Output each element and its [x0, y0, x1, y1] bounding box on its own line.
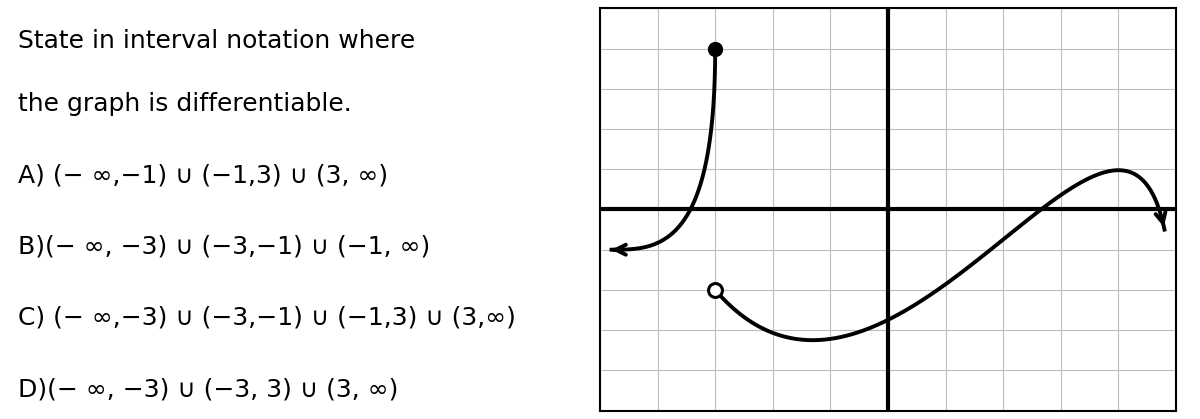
Text: B)(− ∞, −3) ∪ (−3,−1) ∪ (−1, ∞): B)(− ∞, −3) ∪ (−3,−1) ∪ (−1, ∞)	[18, 235, 430, 259]
Text: C) (− ∞,−3) ∪ (−3,−1) ∪ (−1,3) ∪ (3,∞): C) (− ∞,−3) ∪ (−3,−1) ∪ (−1,3) ∪ (3,∞)	[18, 306, 516, 330]
Text: A) (− ∞,−1) ∪ (−1,3) ∪ (3, ∞): A) (− ∞,−1) ∪ (−1,3) ∪ (3, ∞)	[18, 163, 388, 187]
Text: State in interval notation where: State in interval notation where	[18, 29, 415, 53]
Text: D)(− ∞, −3) ∪ (−3, 3) ∪ (3, ∞): D)(− ∞, −3) ∪ (−3, 3) ∪ (3, ∞)	[18, 377, 398, 401]
Text: the graph is differentiable.: the graph is differentiable.	[18, 92, 352, 116]
